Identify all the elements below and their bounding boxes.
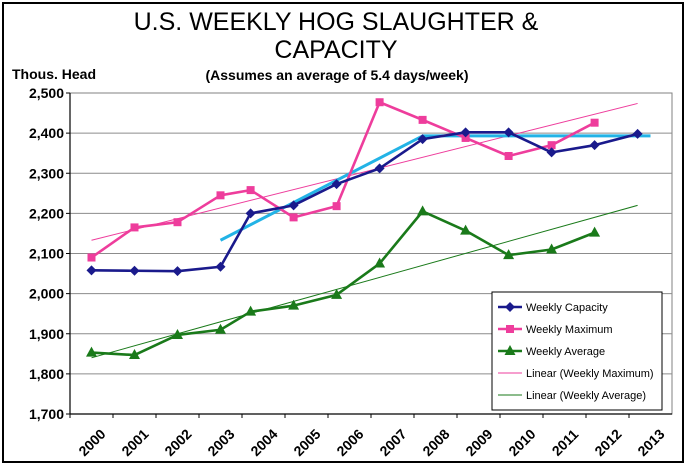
y-tick-label: 1,800 [29, 366, 64, 382]
legend: Weekly Capacity Weekly Maximum Weekly Aver… [491, 291, 663, 411]
x-tick-label: 2004 [247, 426, 280, 459]
x-tick-label: 2010 [505, 426, 538, 459]
legend-entry: Weekly Maximum [498, 324, 613, 336]
legend-entry: Weekly Capacity [498, 302, 608, 314]
series-line [91, 102, 638, 241]
square-marker [87, 253, 96, 262]
legend-entry: Linear (Weekly Maximum) [498, 368, 654, 380]
diamond-marker [589, 140, 600, 151]
square-marker [173, 218, 182, 227]
diamond-marker [374, 163, 385, 174]
x-tick-label: 2000 [75, 426, 108, 459]
x-tick-label: 2006 [333, 426, 366, 459]
square-marker [547, 141, 556, 150]
square-marker [461, 133, 470, 142]
triangle-marker [374, 257, 386, 268]
diamond-marker [505, 302, 515, 312]
legend-label: Linear (Weekly Maximum) [526, 368, 654, 380]
y-tick-label: 2,000 [29, 286, 64, 302]
series-weekly-maximum [87, 98, 599, 262]
diamond-marker [417, 134, 428, 145]
series-weekly-average [86, 205, 601, 360]
triangle-marker [589, 226, 601, 237]
chart-subtitle: (Assumes an average of 5.4 days/week) [205, 67, 468, 83]
legend-label: Weekly Capacity [526, 302, 608, 314]
y-tick-label: 2,400 [29, 125, 64, 141]
y-tick-label: 2,100 [29, 246, 64, 262]
legend-label: Weekly Maximum [526, 324, 613, 336]
square-marker [246, 186, 255, 195]
legend-label: Linear (Weekly Average) [526, 390, 646, 402]
triangle-marker [288, 299, 300, 310]
x-tick-label: 2011 [549, 426, 582, 459]
triangle-marker [86, 346, 97, 357]
x-tick-label: 2005 [290, 426, 323, 459]
triangle-marker [172, 328, 183, 339]
y-tick-labels: 1,700 1,800 1,900 2,000 2,100 2,200 2,300 2,400… [29, 85, 64, 422]
square-marker [216, 191, 225, 200]
legend-entry: Weekly Average [498, 345, 605, 358]
x-tick-label: 2002 [161, 426, 194, 459]
triangle-marker [504, 345, 516, 355]
triangle-marker [129, 349, 140, 360]
triangle-marker [460, 224, 472, 235]
series-weekly-capacity [86, 127, 643, 277]
x-tick-label: 2009 [462, 426, 495, 459]
triangle-marker [546, 243, 558, 254]
triangle-marker [331, 288, 343, 299]
y-tick-label: 1,900 [29, 326, 64, 342]
square-marker [504, 151, 513, 160]
triangle-marker [503, 249, 515, 260]
diamond-marker [215, 261, 226, 272]
x-tick-labels: 2000 2001 2002 2003 2004 2005 2006 2007 2008 2009… [75, 426, 667, 459]
diamond-marker [288, 200, 299, 211]
diamond-marker [632, 128, 643, 139]
y-tick-label: 2,300 [29, 165, 64, 181]
square-marker [418, 115, 427, 124]
chart-title-line1: U.S. WEEKLY HOG SLAUGHTER & [134, 8, 539, 36]
x-tick-label: 2008 [419, 426, 452, 459]
x-tick-label: 2001 [118, 426, 151, 459]
chart-title-line2: CAPACITY [274, 36, 397, 64]
x-tick-label: 2013 [634, 426, 667, 459]
x-tick-label: 2007 [376, 426, 409, 459]
diamond-marker [172, 266, 183, 277]
y-tick-label: 1,700 [29, 406, 64, 422]
triangle-marker [245, 305, 257, 316]
square-marker [332, 202, 341, 211]
series-group [86, 98, 651, 360]
diamond-marker [86, 265, 97, 276]
series-line [91, 131, 638, 273]
x-tick-label: 2012 [591, 426, 624, 459]
legend-entry: Linear (Weekly Average) [498, 390, 646, 402]
y-axis-label: Thous. Head [12, 66, 96, 82]
triangle-marker [215, 323, 226, 334]
square-marker [590, 118, 599, 127]
square-marker [289, 213, 298, 222]
series-linear-weekly-average [91, 204, 638, 359]
y-tick-label: 2,500 [29, 85, 64, 101]
legend-label: Weekly Average [526, 346, 605, 358]
diamond-marker [245, 208, 256, 219]
triangle-marker [417, 205, 429, 216]
diamond-marker [331, 179, 342, 190]
diamond-marker [546, 147, 557, 158]
square-marker [506, 325, 514, 333]
diamond-marker [503, 127, 514, 138]
series-linear-weekly-maximum [91, 102, 638, 241]
diamond-marker [460, 127, 471, 138]
diamond-marker [129, 265, 140, 276]
series-line [91, 204, 638, 359]
square-marker [130, 223, 139, 232]
y-tick-label: 2,200 [29, 205, 64, 221]
square-marker [375, 98, 384, 107]
x-tick-label: 2003 [204, 426, 237, 459]
